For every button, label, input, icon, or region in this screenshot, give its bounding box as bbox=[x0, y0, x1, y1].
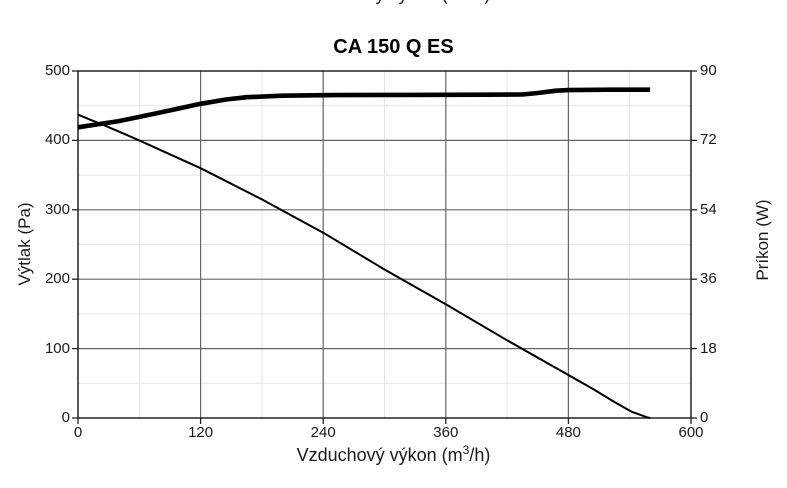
clipped-axis-label-above: Vzduchový výkon (m3/h) bbox=[0, 0, 787, 5]
left-axis-title: Výtlak (Pa) bbox=[15, 202, 34, 286]
right-axis-title: Príkon (W) bbox=[753, 199, 772, 281]
clipped-label-suffix: /h) bbox=[469, 0, 490, 4]
chart-title: CA 150 Q ES bbox=[333, 36, 454, 58]
clipped-label-text: Vzduchový výkon (m bbox=[297, 0, 463, 4]
x-axis-label-superscript: 3 bbox=[462, 443, 470, 457]
y-left-tick-label: 300 bbox=[44, 200, 70, 218]
x-tick-label: 360 bbox=[433, 424, 459, 441]
y-left-tick-label: 0 bbox=[61, 409, 70, 426]
x-tick-label: 240 bbox=[310, 424, 336, 441]
prikon-power-curve bbox=[77, 87, 651, 130]
y-right-tick-label: 18 bbox=[700, 339, 717, 357]
y-right-tick-label: 72 bbox=[700, 131, 717, 149]
y-right-tick-label: 36 bbox=[700, 270, 717, 288]
x-tick-label: 480 bbox=[555, 424, 581, 441]
y-right-tick-label: 54 bbox=[700, 200, 717, 218]
vytlak-pressure-curve bbox=[77, 113, 651, 419]
y-left-tick-label: 500 bbox=[44, 62, 70, 79]
x-axis-label: Vzduchový výkon (m3/h) bbox=[0, 444, 787, 466]
y-left-tick-label: 400 bbox=[44, 131, 70, 149]
x-tick-label: 600 bbox=[678, 424, 704, 441]
x-axis-label-suffix: /h) bbox=[469, 445, 491, 465]
y-right-tick-label: 90 bbox=[700, 62, 717, 79]
y-right-tick-label: 0 bbox=[700, 409, 709, 426]
plot-frame bbox=[77, 70, 692, 419]
y-left-tick-label: 200 bbox=[44, 270, 70, 288]
x-tick-label: 0 bbox=[73, 424, 83, 441]
x-tick-label: 120 bbox=[188, 424, 214, 441]
y-left-tick-label: 100 bbox=[44, 339, 70, 357]
x-axis-label-text: Vzduchový výkon (m bbox=[296, 445, 463, 465]
